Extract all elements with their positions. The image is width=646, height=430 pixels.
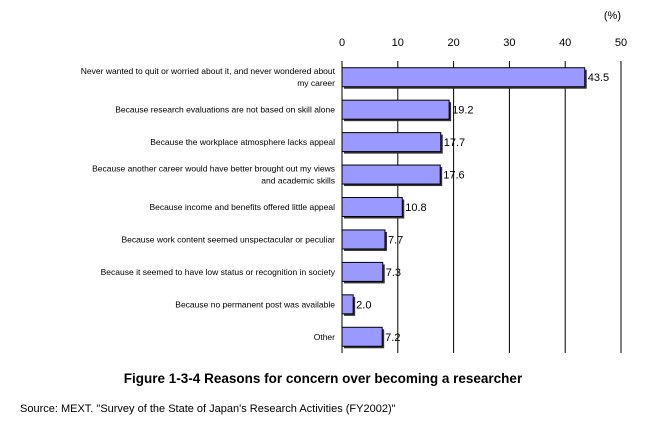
unit-label: (%) [604, 10, 621, 22]
value-label: 17.7 [444, 137, 465, 149]
x-tick-label: 50 [615, 37, 627, 49]
category-labels: Never wanted to quit or worried about it… [81, 66, 336, 342]
value-label: 7.3 [386, 267, 401, 279]
category-label: Because income and benefits offered litt… [149, 202, 335, 212]
bar [341, 229, 386, 250]
value-label: 19.2 [452, 105, 473, 117]
value-label: 43.5 [588, 72, 609, 84]
x-tick-label: 0 [339, 37, 345, 49]
category-label: Because another career would have better… [92, 164, 335, 174]
bar-chart: (%) 0 10 20 30 40 50 Never wanted to quit or … [81, 10, 627, 353]
bar [341, 67, 586, 88]
bars [341, 67, 587, 349]
source-note: Source: MEXT. "Survey of the State of Ja… [20, 403, 396, 415]
category-label: Because it seemed to have low status or … [101, 267, 336, 277]
value-label: 7.2 [385, 332, 400, 344]
bar [341, 294, 354, 315]
figure-caption: Figure 1-3-4 Reasons for concern over be… [123, 371, 523, 386]
value-label: 17.6 [443, 170, 464, 182]
category-label: and academic skills [261, 176, 335, 186]
x-tick-label: 20 [447, 37, 459, 49]
x-tick-label: 10 [392, 37, 404, 49]
category-label: Because no permanent post was available [175, 299, 335, 309]
category-label: Because work content seemed unspectacula… [121, 234, 335, 244]
x-axis-ticks: 0 10 20 30 40 50 [339, 37, 627, 49]
bar [341, 261, 384, 282]
bar [341, 326, 383, 347]
value-label: 2.0 [356, 299, 371, 311]
category-label: my career [297, 78, 335, 88]
value-label: 7.7 [388, 234, 403, 246]
value-label: 10.8 [405, 202, 426, 214]
x-tick-label: 40 [559, 37, 571, 49]
bar [341, 164, 441, 185]
gridlines [397, 61, 622, 353]
bar [341, 197, 403, 217]
category-label: Never wanted to quit or worried about it… [81, 66, 336, 76]
bar [341, 132, 442, 153]
x-tick-label: 30 [503, 37, 515, 49]
value-labels: 43.5 19.2 17.7 17.6 10.8 7.7 7.3 2.0 7.2 [356, 72, 609, 344]
bar [341, 99, 450, 120]
category-label: Because research evaluations are not bas… [115, 105, 335, 115]
category-label: Other [314, 332, 335, 342]
category-label: Because the workplace atmosphere lacks a… [150, 137, 335, 147]
